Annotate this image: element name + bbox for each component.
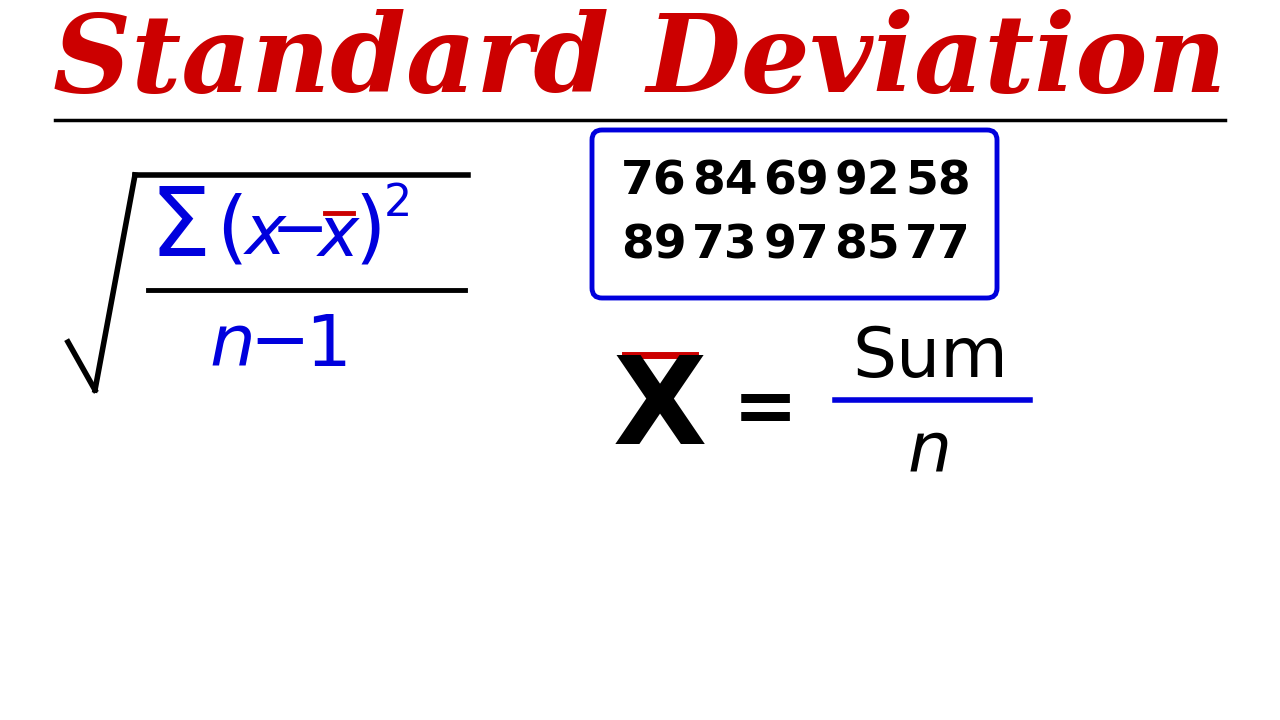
Text: 89: 89 <box>621 223 687 269</box>
Text: 97: 97 <box>763 223 829 269</box>
FancyBboxPatch shape <box>591 130 997 298</box>
Text: n: n <box>908 418 952 485</box>
Text: $\Sigma$: $\Sigma$ <box>150 184 206 276</box>
Text: =: = <box>732 372 797 448</box>
Text: n: n <box>209 310 255 379</box>
Text: −: − <box>271 199 329 266</box>
Text: (: ( <box>216 193 248 271</box>
Text: 69: 69 <box>763 160 829 204</box>
Text: 73: 73 <box>692 223 758 269</box>
Text: −: − <box>250 310 310 379</box>
Text: 58: 58 <box>905 160 970 204</box>
Text: 1: 1 <box>305 312 351 382</box>
Text: x: x <box>317 202 358 269</box>
Text: 84: 84 <box>692 160 758 204</box>
Text: Standard Deviation: Standard Deviation <box>54 9 1226 115</box>
Text: ): ) <box>355 193 385 271</box>
Text: 92: 92 <box>835 160 900 204</box>
Text: Sum: Sum <box>852 325 1007 392</box>
Text: X: X <box>613 351 707 469</box>
Text: 76: 76 <box>621 160 687 204</box>
Text: 77: 77 <box>905 223 970 269</box>
Text: x: x <box>244 200 285 268</box>
Text: 2: 2 <box>384 182 412 225</box>
Text: 85: 85 <box>835 223 900 269</box>
